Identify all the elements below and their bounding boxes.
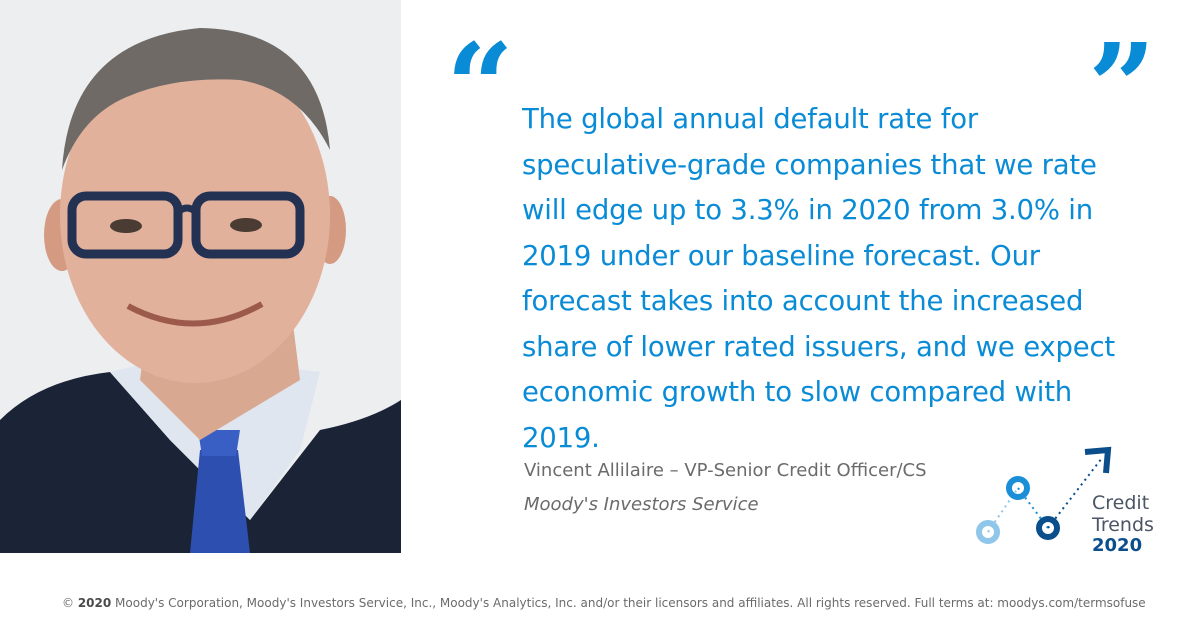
speaker-portrait — [0, 0, 401, 553]
copyright-year: 2020 — [77, 596, 112, 610]
credit-trends-logo-mark — [976, 446, 1112, 544]
logo-word-trends: Trends — [1092, 514, 1154, 536]
quote-text: The global annual default rate for specu… — [522, 103, 1115, 454]
credit-trends-logo: Credit Trends 2020 — [962, 436, 1162, 566]
speaker-organization: Moody's Investors Service — [524, 494, 759, 515]
copyright-text: Moody's Corporation, Moody's Investors S… — [111, 596, 1146, 610]
logo-word-credit: Credit — [1092, 492, 1150, 514]
closing-quote-mark: ” — [1088, 17, 1156, 156]
copyright-notice: © 2020 Moody's Corporation, Moody's Inve… — [62, 596, 1146, 610]
footer: © 2020 Moody's Corporation, Moody's Inve… — [0, 553, 1200, 627]
opening-quote-mark: “ — [446, 17, 514, 156]
logo-year: 2020 — [1092, 535, 1143, 556]
copyright-symbol: © — [62, 596, 74, 610]
speaker-name-title: Vincent Allilaire – VP-Senior Credit Off… — [524, 460, 927, 481]
